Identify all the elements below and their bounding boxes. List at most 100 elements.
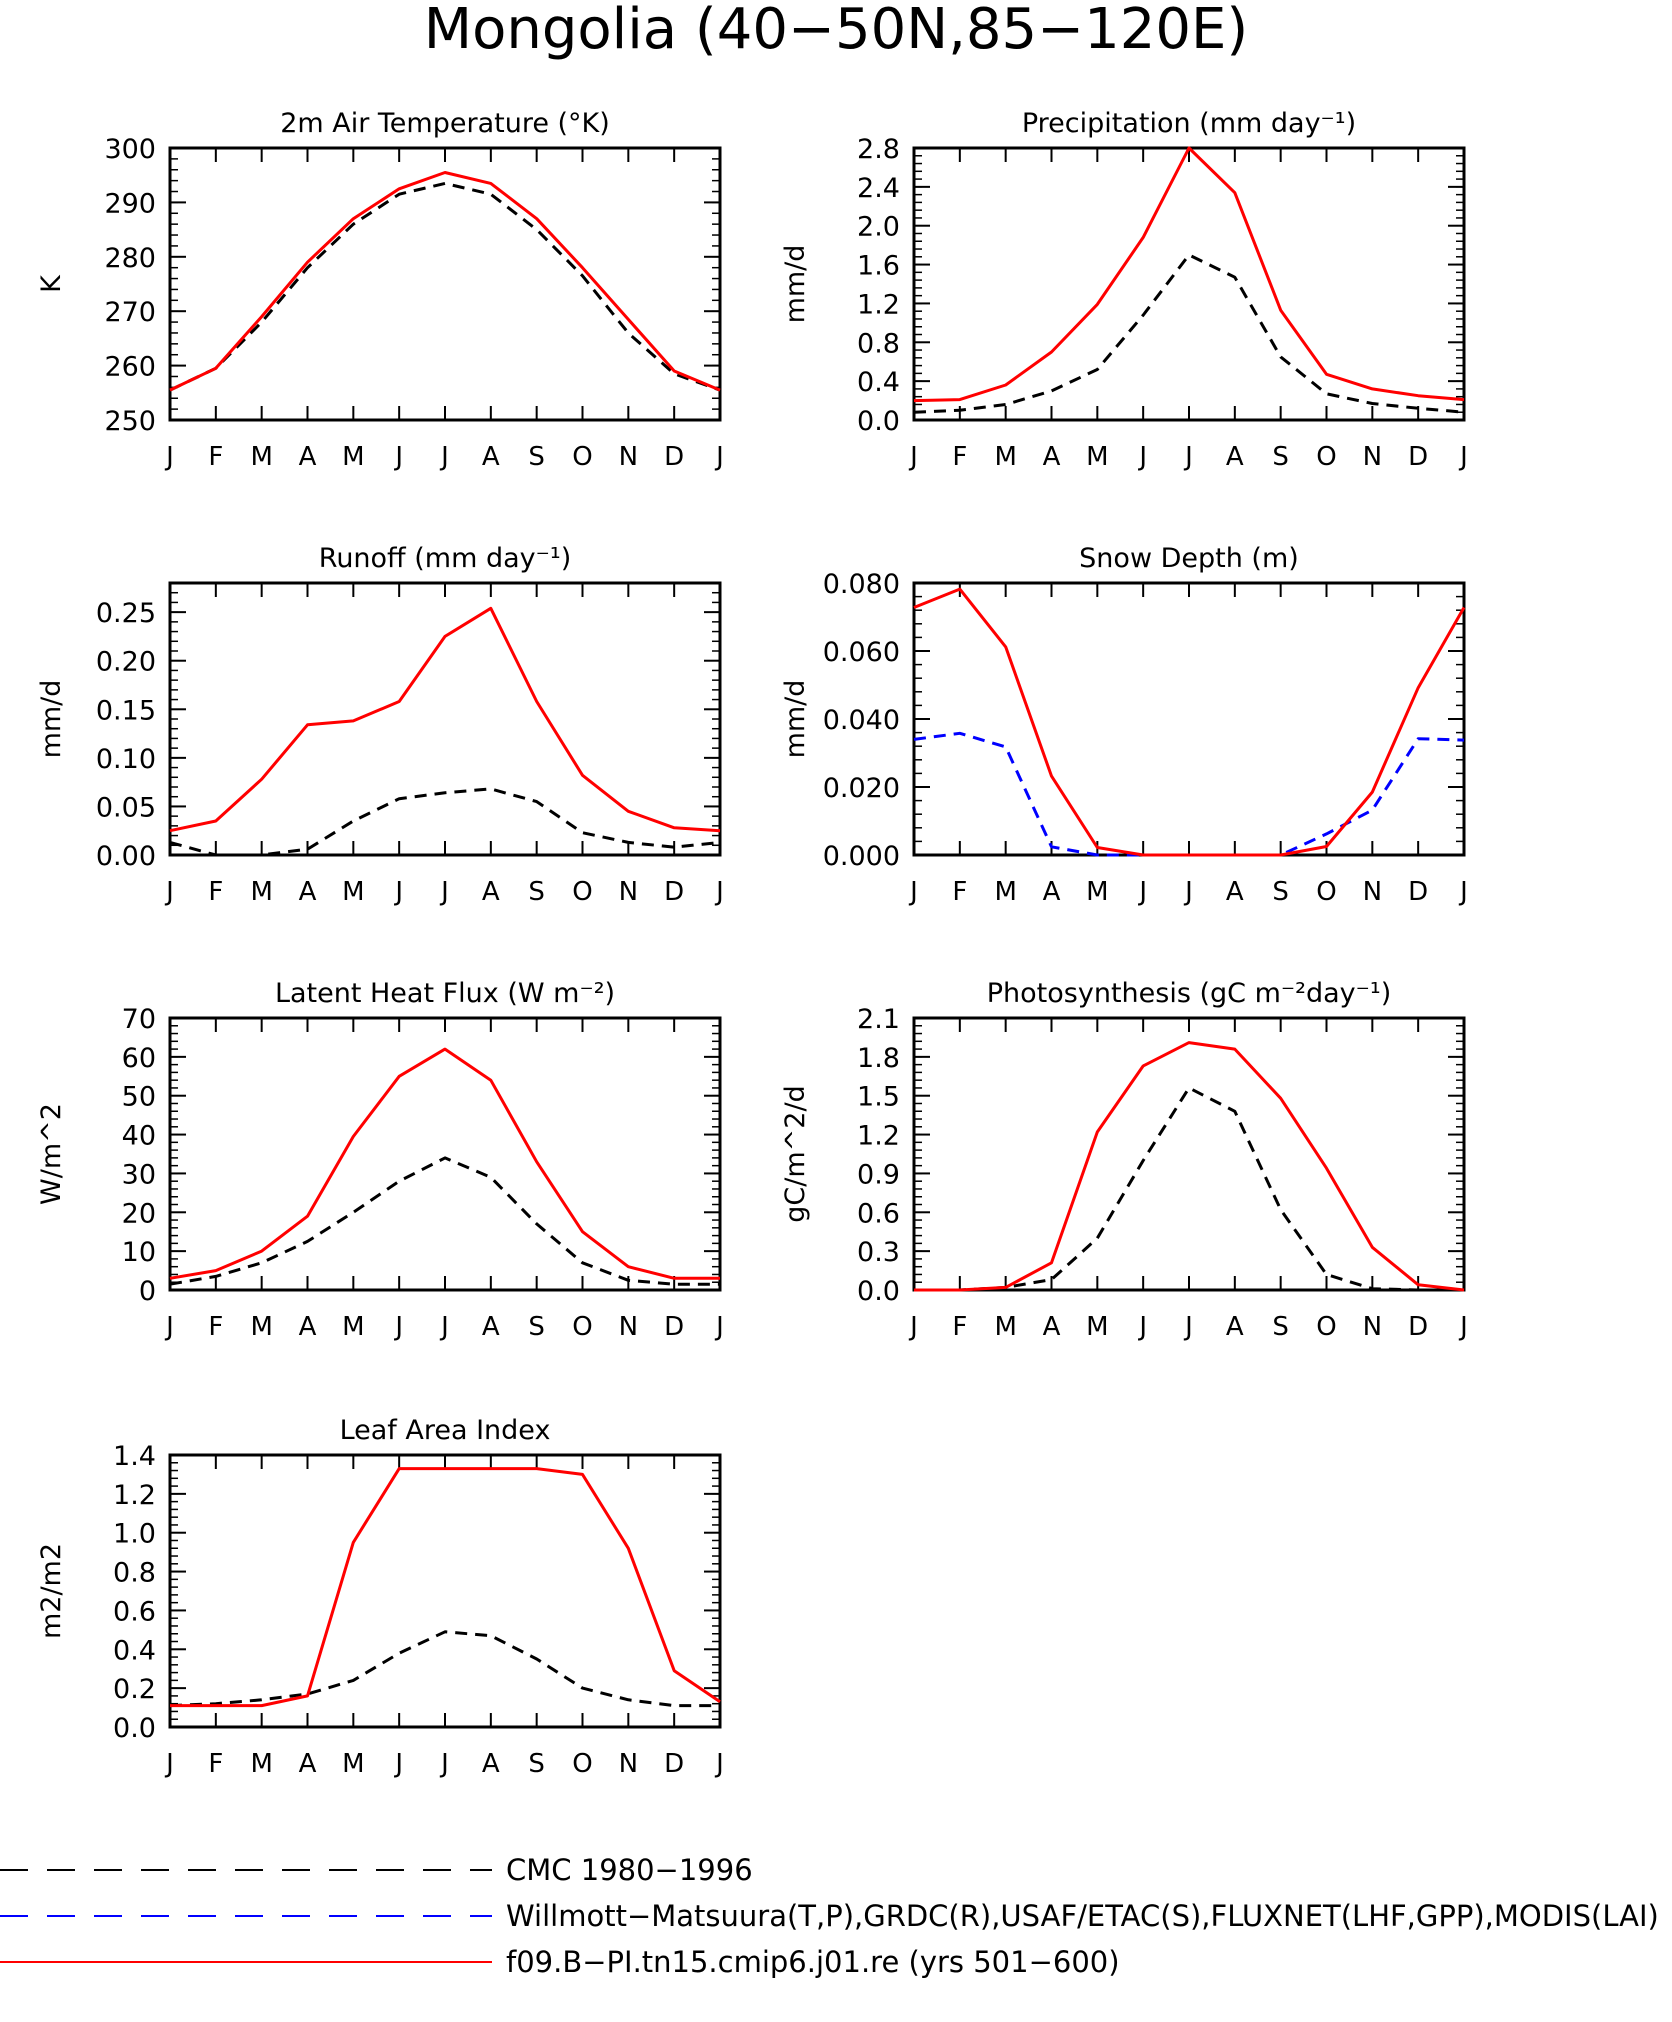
series-line-2: [169, 171, 721, 392]
x-tick-label: J: [393, 1312, 403, 1342]
x-tick-label: D: [1408, 442, 1428, 472]
x-tick-label: A: [299, 1312, 317, 1342]
y-tick-label: 1.4: [113, 1441, 156, 1472]
legend-label-3: f09.B−PI.tn15.cmip6.j01.re (yrs 501−600): [506, 1945, 1120, 1979]
x-tick-label: F: [208, 1312, 223, 1342]
y-tick-label: 30: [122, 1159, 156, 1190]
y-tick-label: 2.1: [857, 1004, 900, 1035]
y-tick-label: 0.0: [113, 1713, 156, 1744]
x-tick-label: N: [619, 442, 638, 472]
y-tick-label: 0.3: [857, 1237, 900, 1268]
chart-panel-6: Photosynthesis (gC m⁻²day⁻¹)gC/m^2/dJ F M A…: [780, 978, 1468, 1342]
x-tick-label: J: [1137, 442, 1147, 472]
chart-panel-5: Latent Heat Flux (W m⁻²)W/m^2J F M A M J J A S O N…: [36, 978, 724, 1342]
y-tick-label: 0.6: [857, 1198, 900, 1229]
y-tick-label: 290: [104, 188, 156, 219]
x-tick-label: A: [482, 877, 500, 907]
panel-title: Photosynthesis (gC m⁻²day⁻¹): [987, 978, 1391, 1009]
figure-title: Mongolia (40−50N,85−120E): [424, 0, 1248, 62]
x-tick-label: S: [1272, 442, 1289, 472]
y-tick-label: 0.040: [823, 705, 900, 736]
x-tick-label: S: [528, 442, 545, 472]
x-tick-label: A: [299, 1749, 317, 1779]
y-tick-label: 1.6: [857, 251, 900, 282]
panel-title: Precipitation (mm day⁻¹): [1022, 108, 1356, 139]
x-tick-label: J: [714, 1312, 724, 1342]
x-tick-label: M: [250, 442, 272, 472]
x-tick-label: D: [664, 877, 684, 907]
panel-title: Snow Depth (m): [1079, 543, 1299, 574]
y-tick-label: 20: [122, 1198, 156, 1229]
y-tick-label: 2.4: [857, 173, 900, 204]
chart-panel-1: 2m Air Temperature (°K)KJ F M A M J J A S O N D J250…: [36, 108, 724, 472]
panel-title: Runoff (mm day⁻¹): [319, 543, 571, 574]
x-tick-label: J: [439, 1749, 449, 1779]
x-tick-label: N: [619, 1749, 638, 1779]
x-tick-label: J: [908, 442, 918, 472]
x-tick-label: D: [664, 442, 684, 472]
y-axis-label: mm/d: [780, 245, 811, 324]
x-tick-label: A: [482, 1312, 500, 1342]
series-line-3: [913, 587, 1466, 857]
y-tick-label: 0.8: [857, 328, 900, 359]
x-tick-label: M: [342, 877, 364, 907]
x-tick-label: J: [1183, 442, 1193, 472]
x-tick-label: A: [299, 877, 317, 907]
y-tick-label: 0.0: [857, 406, 900, 437]
x-tick-label: J: [439, 877, 449, 907]
x-tick-label: J: [1458, 877, 1468, 907]
x-tick-label: J: [1137, 1312, 1147, 1342]
x-tick-label: A: [1226, 442, 1244, 472]
y-tick-label: 260: [104, 352, 156, 383]
y-tick-label: 0.6: [113, 1596, 156, 1627]
panel-title: Latent Heat Flux (W m⁻²): [275, 978, 615, 1009]
plot-frame: [168, 1016, 722, 1292]
plot-frame: [168, 1453, 722, 1729]
y-tick-label: 0.4: [857, 367, 900, 398]
series-line-1: [169, 1156, 720, 1286]
series-line-1: [169, 1630, 720, 1708]
y-tick-label: 1.8: [857, 1043, 900, 1074]
panel-title: Leaf Area Index: [340, 1415, 551, 1446]
x-tick-label: A: [482, 442, 500, 472]
x-tick-label: M: [1086, 1312, 1108, 1342]
plot-frame: [912, 581, 1466, 857]
x-tick-label: A: [482, 1749, 500, 1779]
plot-frame: [912, 1016, 1466, 1292]
x-tick-label: O: [1316, 442, 1336, 472]
y-tick-label: 0.8: [113, 1558, 156, 1589]
chart-panels: 2m Air Temperature (°K)KJ F M A M J J A S O N D J250…: [36, 108, 1468, 1779]
x-tick-label: D: [664, 1312, 684, 1342]
x-tick-label: F: [952, 877, 967, 907]
x-tick-label: M: [250, 1312, 272, 1342]
x-tick-label: O: [572, 1749, 592, 1779]
y-tick-label: 0.20: [96, 647, 156, 678]
x-tick-label: A: [1043, 1312, 1061, 1342]
x-tick-label: J: [393, 442, 403, 472]
x-tick-label: S: [1272, 877, 1289, 907]
x-tick-label: J: [439, 442, 449, 472]
x-tick-label: J: [908, 877, 918, 907]
x-tick-label: J: [439, 1312, 449, 1342]
x-tick-label: J: [1183, 877, 1193, 907]
series-line-1: [913, 253, 1465, 414]
y-tick-label: 0.15: [96, 695, 156, 726]
x-tick-label: D: [1408, 1312, 1428, 1342]
x-tick-label: J: [1137, 877, 1147, 907]
y-tick-label: 0.080: [823, 569, 900, 600]
series-line-1: [914, 1086, 1464, 1292]
x-tick-label: N: [1363, 442, 1382, 472]
x-tick-label: S: [528, 1749, 545, 1779]
x-tick-label: A: [1226, 877, 1244, 907]
y-tick-label: 0.00: [96, 841, 156, 872]
x-tick-label: J: [1458, 1312, 1468, 1342]
y-tick-label: 50: [122, 1082, 156, 1113]
y-tick-label: 0.000: [823, 841, 900, 872]
x-tick-label: O: [572, 1312, 592, 1342]
y-tick-label: 0.05: [96, 792, 156, 823]
y-axis-label: W/m^2: [36, 1103, 67, 1205]
legend: CMC 1980−1996 Willmott−Matsuura(T,P),GRDC…: [0, 1853, 1659, 1979]
x-tick-label: J: [714, 877, 724, 907]
y-tick-label: 1.2: [857, 289, 900, 320]
x-tick-label: A: [1226, 1312, 1244, 1342]
